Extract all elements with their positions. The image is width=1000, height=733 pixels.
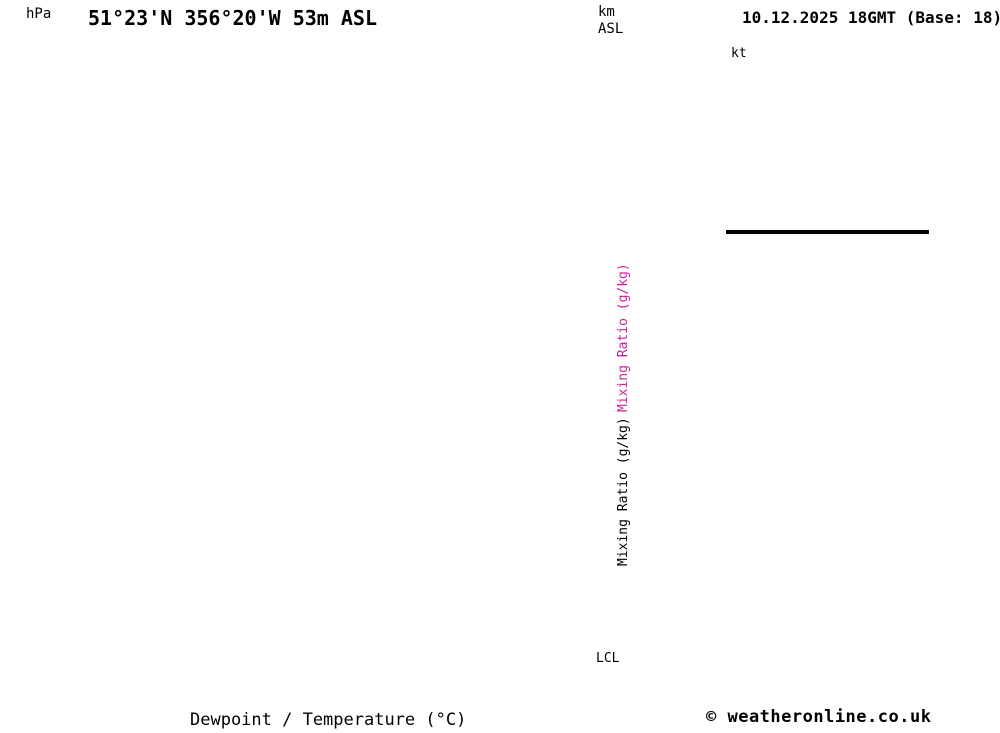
- hodograph-unit-label: kt: [731, 46, 747, 61]
- station-title: 51°23'N 356°20'W 53m ASL: [88, 6, 377, 30]
- copyright: © weatheronline.co.uk: [706, 707, 932, 727]
- x-axis-title: Dewpoint / Temperature (°C): [190, 710, 467, 730]
- datetime-label: 10.12.2025 18GMT (Base: 18): [742, 8, 1000, 27]
- altitude-unit-asl-label: ASL: [598, 21, 624, 37]
- pressure-unit-label: hPa: [26, 6, 52, 22]
- indices-table: [726, 230, 929, 234]
- mixing-ratio-axis-label-magenta: Mixing Ratio (g/kg): [616, 263, 631, 412]
- mixing-ratio-axis-label: Mixing Ratio (g/kg): [616, 417, 631, 566]
- lcl-label: LCL: [596, 651, 620, 666]
- altitude-unit-km-label: km: [598, 4, 615, 20]
